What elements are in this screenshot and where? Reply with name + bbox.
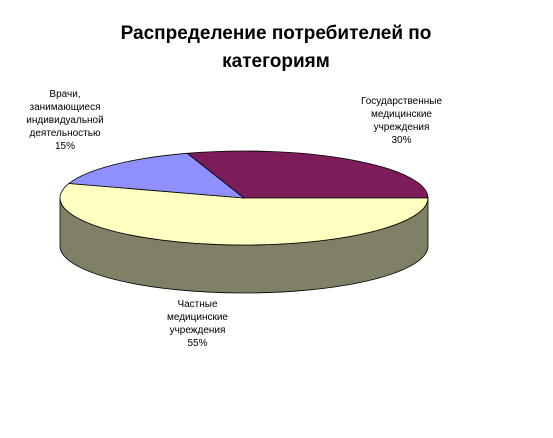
chart-title-line-2: категориям: [222, 51, 330, 72]
slice-label-private: Частные медицинские учреждения 55%: [140, 298, 255, 350]
slice-label-gov: Государственные медицинские учреждения 3…: [344, 95, 459, 147]
slice-label-gov-percent: 30%: [391, 135, 412, 146]
slice-label-gov-line-1: Государственные: [360, 96, 443, 107]
chart-title-line-1: Распределение потребителей по: [120, 23, 432, 44]
slice-label-private-line-3: учреждения: [169, 325, 226, 336]
slice-label-private-line-1: Частные: [177, 299, 218, 310]
slice-label-doctors-line-2: занимающиеся: [29, 102, 101, 113]
slice-top-doctors: [67, 152, 246, 199]
chart-title: Распределение потребителей по категориям: [76, 20, 476, 76]
slice-top-private: [59, 183, 429, 246]
slice-label-private-line-2: медицинские: [167, 312, 228, 323]
slice-top-gov: [186, 150, 429, 199]
slice-label-private-percent: 55%: [187, 338, 208, 349]
slice-label-doctors-percent: 15%: [54, 141, 75, 152]
slice-label-gov-line-3: учреждения: [373, 122, 430, 133]
slice-label-gov-line-2: медицинские: [371, 109, 432, 120]
slice-label-doctors-line-3: индивидуальной: [26, 115, 104, 126]
slice-label-doctors-line-1: Врачи,: [49, 89, 81, 100]
slice-label-doctors-line-4: деятельностью: [29, 128, 101, 139]
slice-label-doctors: Врачи, занимающиеся индивидуальной деяте…: [10, 88, 120, 153]
